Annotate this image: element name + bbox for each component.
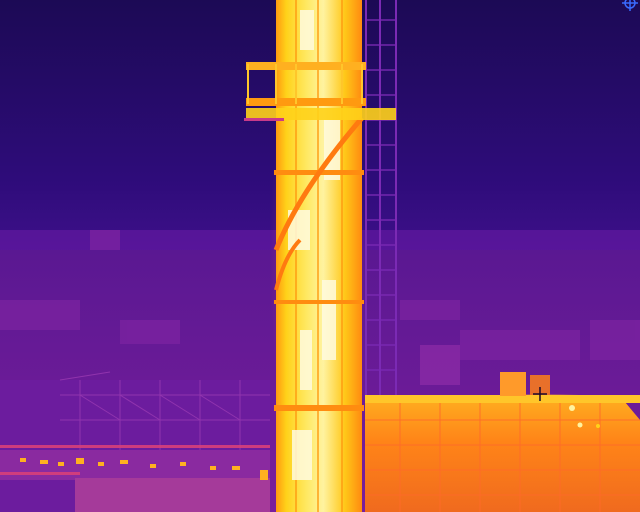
distant-buildings (0, 230, 640, 385)
chimney-stack (270, 0, 365, 512)
reticle-icon (622, 0, 638, 11)
industrial-structures (0, 371, 270, 512)
chimney-platform (244, 62, 396, 121)
crosshair-marker-icon (533, 387, 547, 401)
storage-dome (365, 372, 640, 512)
